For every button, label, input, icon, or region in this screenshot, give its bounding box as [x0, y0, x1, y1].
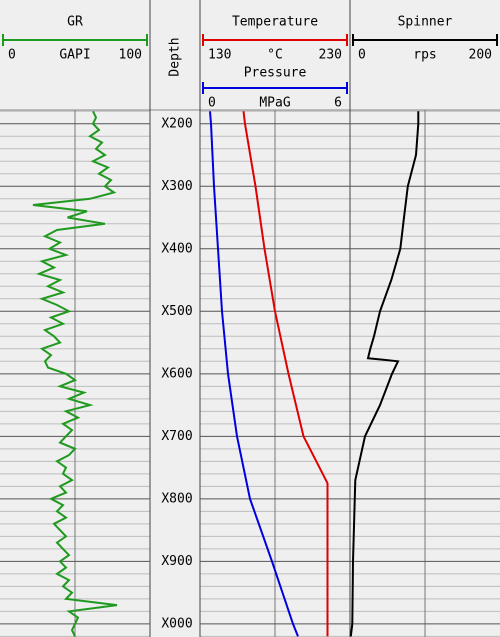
log-curve — [242, 111, 329, 637]
log-curve — [32, 110, 118, 637]
depth-tick-label: X000 — [161, 616, 192, 631]
scale-tick-label: 6 — [334, 96, 342, 111]
log-curve — [209, 111, 299, 637]
track-title: GR — [67, 15, 83, 30]
depth-tick-label: X600 — [161, 366, 192, 381]
scale-tick-label: 230 — [319, 48, 342, 63]
depth-title: Depth — [168, 37, 183, 76]
scale-unit: MPaG — [259, 96, 290, 111]
scale-unit: rps — [413, 48, 436, 63]
scale-tick-label: 130 — [208, 48, 231, 63]
depth-tick-label: X900 — [161, 554, 192, 569]
depth-tick-label: X300 — [161, 179, 192, 194]
scale-unit: GAPI — [59, 48, 90, 63]
track-title: Pressure — [244, 66, 307, 81]
scale-tick-label: 200 — [469, 48, 492, 63]
depth-tick-label: X800 — [161, 491, 192, 506]
track-title: Temperature — [232, 15, 318, 30]
scale-tick-label: 0 — [358, 48, 366, 63]
depth-tick-label: X700 — [161, 429, 192, 444]
depth-tick-label: X500 — [161, 304, 192, 319]
scale-tick-label: 100 — [119, 48, 142, 63]
scale-unit: °C — [267, 48, 283, 63]
scale-tick-label: 0 — [8, 48, 16, 63]
scale-tick-label: 0 — [208, 96, 216, 111]
depth-tick-label: X200 — [161, 116, 192, 131]
track-title: Spinner — [398, 15, 453, 30]
depth-tick-label: X400 — [161, 241, 192, 256]
log-curve — [349, 111, 420, 637]
